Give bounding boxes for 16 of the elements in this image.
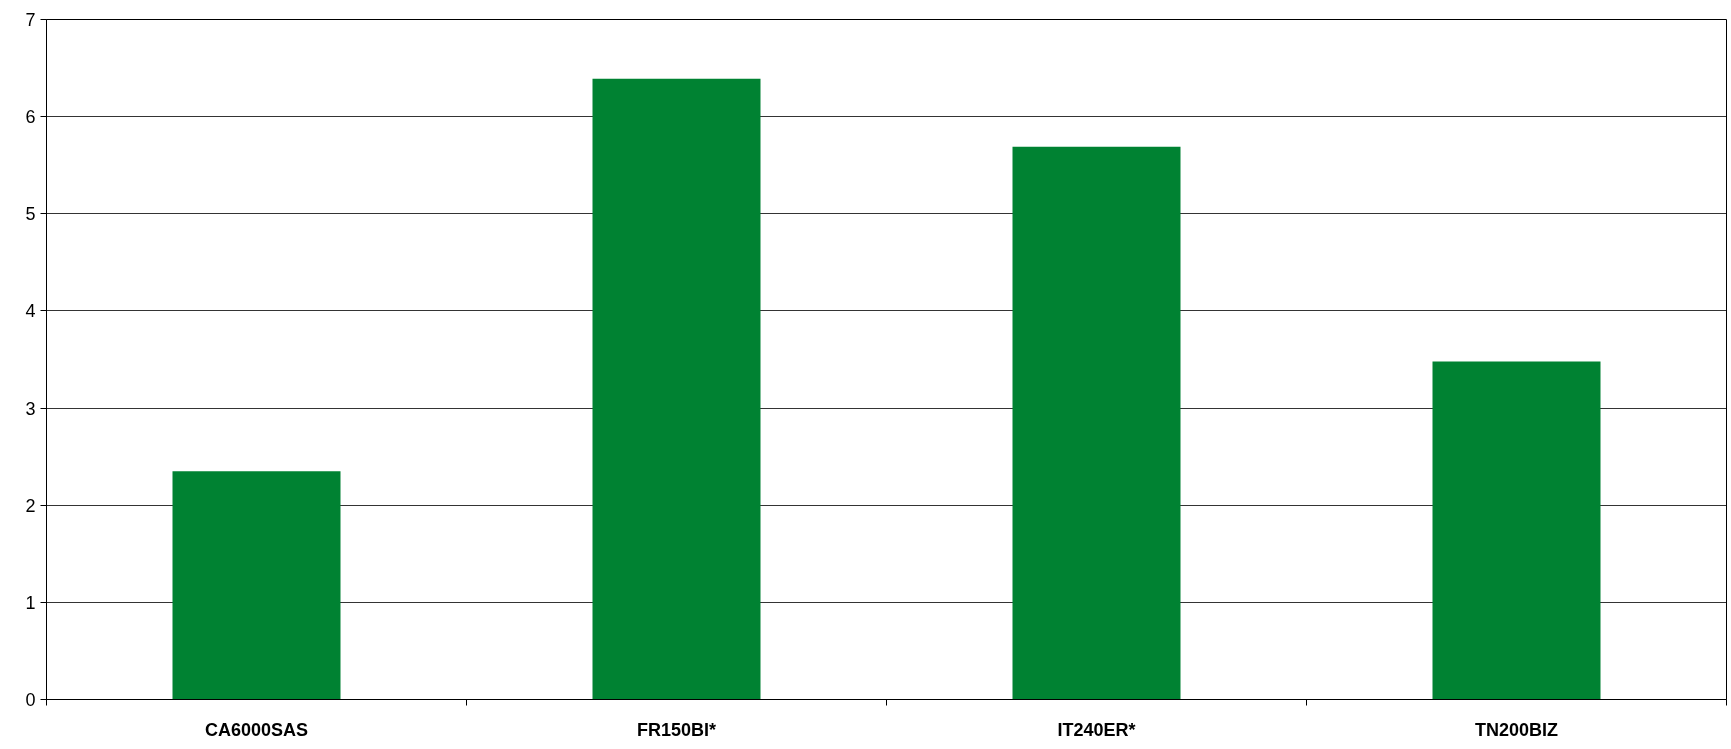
bar: [172, 471, 341, 700]
x-tick-label: TN200BIZ: [1474, 719, 1559, 740]
y-tick-label: 1: [25, 592, 36, 613]
x-tick-label: FR150BI*: [636, 719, 717, 740]
bar: [1432, 361, 1601, 700]
x-tick-label: CA6000SAS: [204, 719, 309, 740]
y-tick-label: 2: [25, 495, 36, 516]
bar: [592, 78, 761, 700]
y-tick-label: 0: [25, 690, 36, 710]
y-tick-label: 7: [25, 10, 36, 30]
y-tick-label: 5: [25, 204, 36, 225]
y-tick-label: 3: [25, 398, 36, 419]
y-tick-label: 4: [25, 301, 36, 322]
x-tick-label: IT240ER*: [1057, 719, 1136, 740]
y-tick-label: 6: [25, 107, 36, 128]
bar: [1012, 146, 1181, 700]
